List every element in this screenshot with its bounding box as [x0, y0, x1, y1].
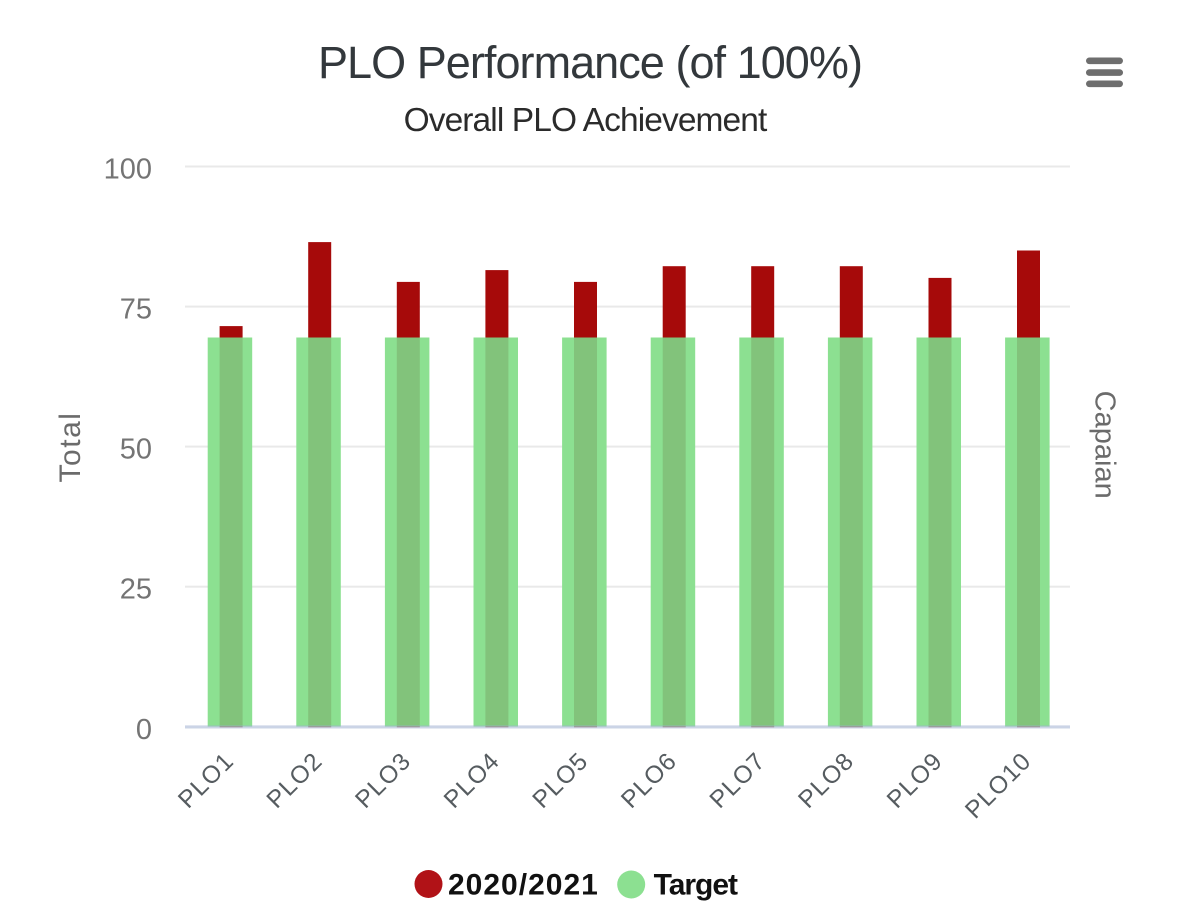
svg-text:75: 75	[120, 294, 152, 326]
svg-text:2020/2021: 2020/2021	[448, 869, 599, 902]
svg-text:Capaian: Capaian	[1089, 391, 1121, 499]
svg-text:25: 25	[120, 574, 152, 606]
svg-text:PLO Performance (of 100%): PLO Performance (of 100%)	[318, 37, 862, 88]
svg-text:100: 100	[104, 154, 152, 186]
svg-text:Total: Total	[54, 412, 87, 483]
svg-text:50: 50	[120, 434, 152, 466]
svg-text:Overall PLO Achievement: Overall PLO Achievement	[404, 102, 768, 139]
svg-text:0: 0	[136, 714, 152, 746]
svg-text:Target: Target	[654, 869, 738, 902]
